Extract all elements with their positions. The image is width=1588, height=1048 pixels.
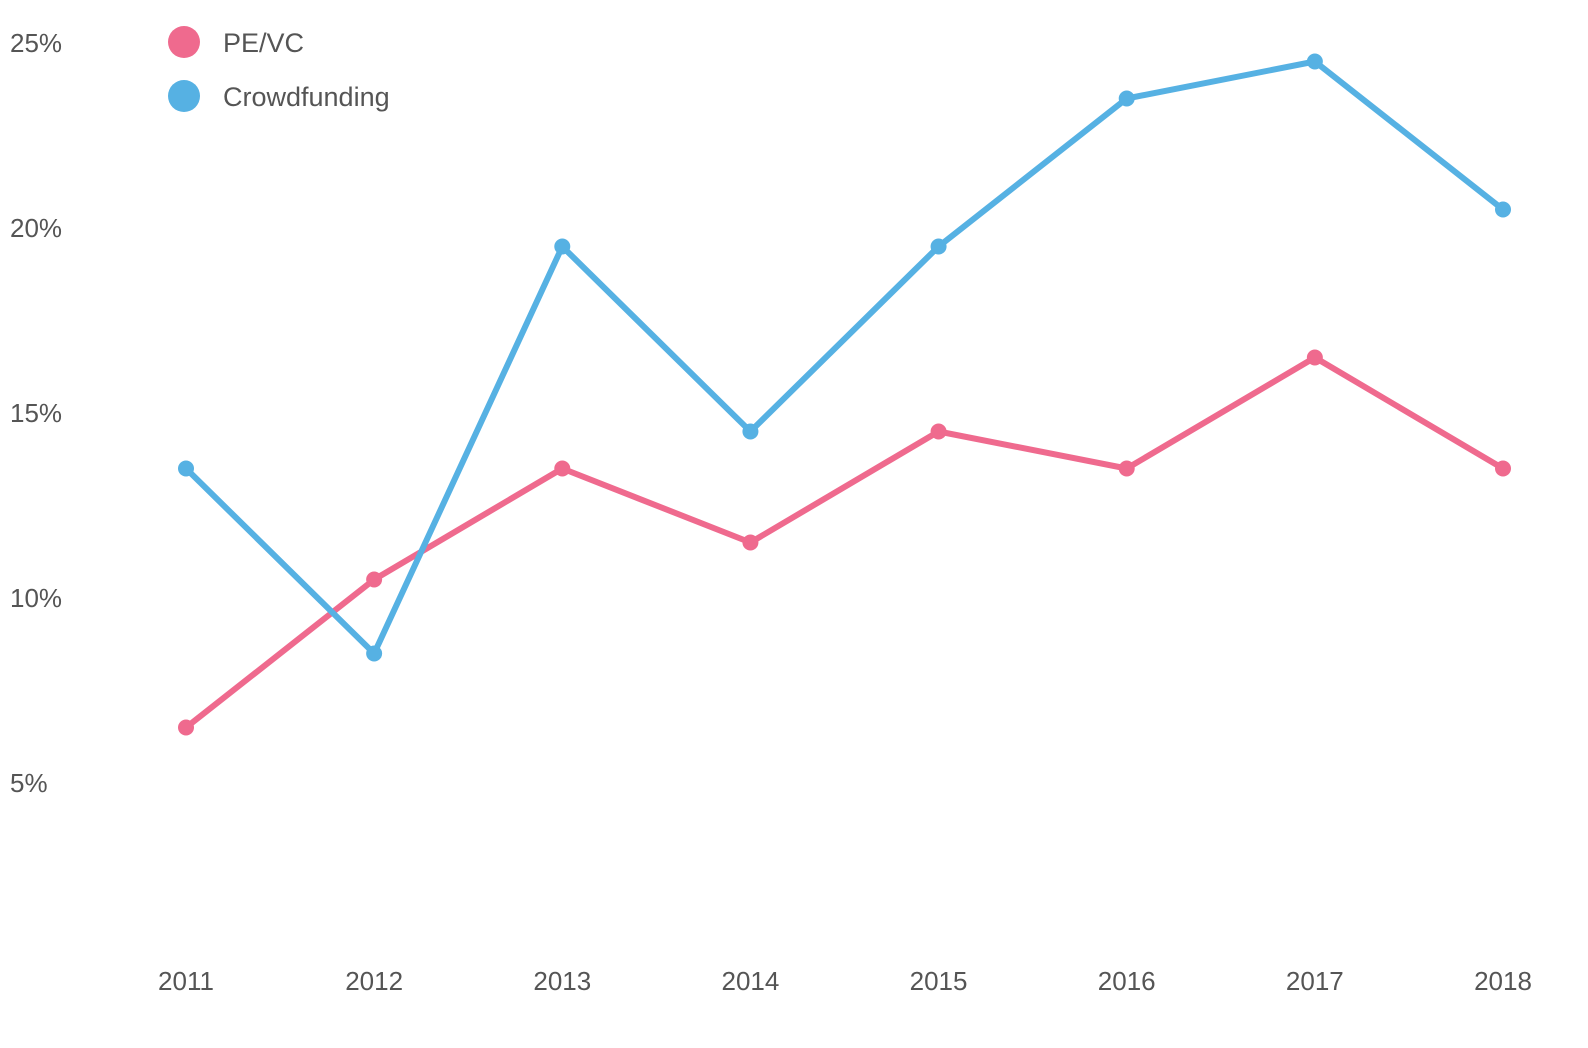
x-tick-label: 2018 [1474, 966, 1532, 996]
x-tick-label: 2015 [910, 966, 968, 996]
data-point[interactable] [178, 719, 194, 736]
x-tick-label: 2013 [533, 966, 591, 996]
series-pe-vc [178, 349, 1511, 736]
series-crowdfunding [178, 53, 1511, 662]
data-point[interactable] [366, 645, 383, 662]
data-point[interactable] [554, 238, 571, 255]
legend-swatch [168, 26, 200, 58]
data-point[interactable] [1306, 53, 1323, 70]
x-tick-label: 2014 [722, 966, 780, 996]
legend-label: Crowdfunding [223, 82, 390, 112]
data-point[interactable] [366, 571, 383, 588]
data-point[interactable] [1306, 349, 1323, 366]
y-tick-label: 5% [10, 768, 48, 798]
data-point[interactable] [1118, 90, 1135, 107]
x-tick-label: 2016 [1098, 966, 1156, 996]
legend: PE/VC Crowdfunding [168, 26, 390, 112]
data-point[interactable] [178, 460, 194, 477]
legend-label: PE/VC [223, 28, 304, 58]
series-line [183, 58, 1506, 657]
x-tick-label: 2017 [1286, 966, 1344, 996]
y-tick-label: 20% [10, 213, 62, 243]
y-axis: 5% 10% 15% 20% 25% [10, 28, 62, 798]
data-point[interactable] [1495, 201, 1511, 218]
data-point[interactable] [742, 423, 759, 440]
legend-swatch [168, 80, 200, 112]
x-tick-label: 2012 [345, 966, 403, 996]
x-axis: 2011 2012 2013 2014 2015 2016 2017 2018 [158, 966, 1532, 996]
data-point[interactable] [742, 534, 759, 551]
y-tick-label: 10% [10, 583, 62, 613]
legend-item[interactable]: PE/VC [168, 26, 304, 58]
y-tick-label: 25% [10, 28, 62, 58]
data-point[interactable] [1495, 460, 1511, 477]
data-point[interactable] [1118, 460, 1135, 477]
series-layer [178, 53, 1511, 736]
data-point[interactable] [554, 460, 571, 477]
y-tick-label: 15% [10, 398, 62, 428]
legend-item[interactable]: Crowdfunding [168, 80, 390, 112]
series-line [183, 354, 1506, 731]
data-point[interactable] [930, 423, 947, 440]
data-point[interactable] [930, 238, 947, 255]
x-tick-label: 2011 [158, 966, 214, 996]
